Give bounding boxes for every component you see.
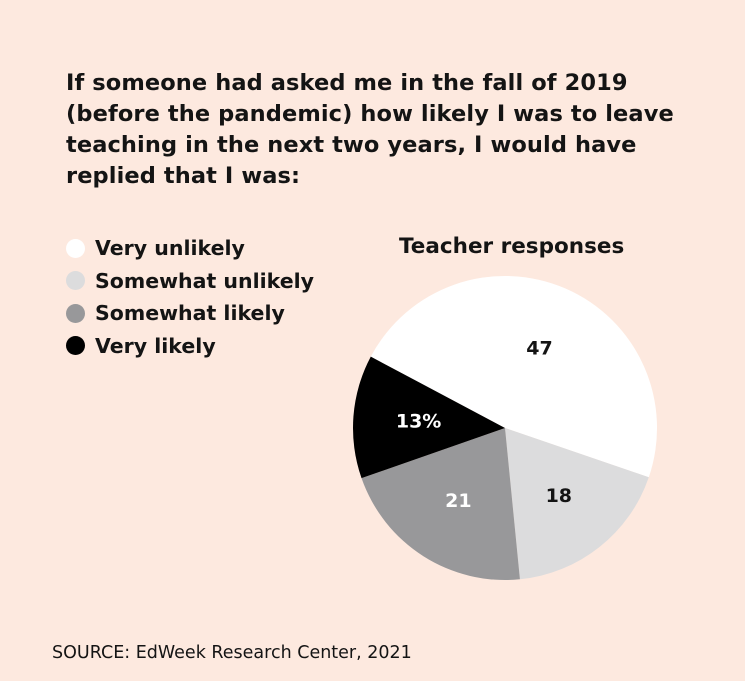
source-note: SOURCE: EdWeek Research Center, 2021 bbox=[52, 643, 412, 663]
pie-slice-somewhat-likely bbox=[361, 428, 520, 581]
legend-item-very-unlikely: Very unlikely bbox=[66, 232, 314, 265]
legend-swatch-very-unlikely bbox=[66, 238, 85, 258]
pie-chart-title: Teacher responses bbox=[399, 234, 625, 259]
legend-label: Very unlikely bbox=[95, 236, 245, 261]
legend-label: Very likely bbox=[95, 333, 216, 358]
legend-swatch-very-likely bbox=[66, 336, 85, 356]
chart-heading: If someone had asked me in the fall of 2… bbox=[66, 70, 674, 189]
legend-label: Somewhat unlikely bbox=[95, 268, 315, 293]
legend-swatch-somewhat-unlikely bbox=[66, 271, 85, 291]
pie-label-very-unlikely: 47 bbox=[526, 338, 552, 360]
pie-label-very-likely: 13% bbox=[396, 410, 441, 432]
legend-label: Somewhat likely bbox=[95, 301, 285, 326]
pie-slice-very-unlikely bbox=[370, 275, 658, 478]
legend-item-very-likely: Very likely bbox=[66, 330, 314, 363]
legend: Very unlikely Somewhat unlikely Somewhat… bbox=[66, 232, 314, 362]
legend-swatch-somewhat-likely bbox=[66, 303, 85, 323]
pie-slice-very-likely bbox=[353, 356, 505, 479]
legend-item-somewhat-likely: Somewhat likely bbox=[66, 297, 314, 330]
pie-label-somewhat-likely: 21 bbox=[445, 490, 471, 512]
pie-label-somewhat-unlikely: 18 bbox=[546, 485, 572, 507]
pie-slice-somewhat-unlikely bbox=[505, 428, 649, 580]
legend-item-somewhat-unlikely: Somewhat unlikely bbox=[66, 265, 314, 298]
